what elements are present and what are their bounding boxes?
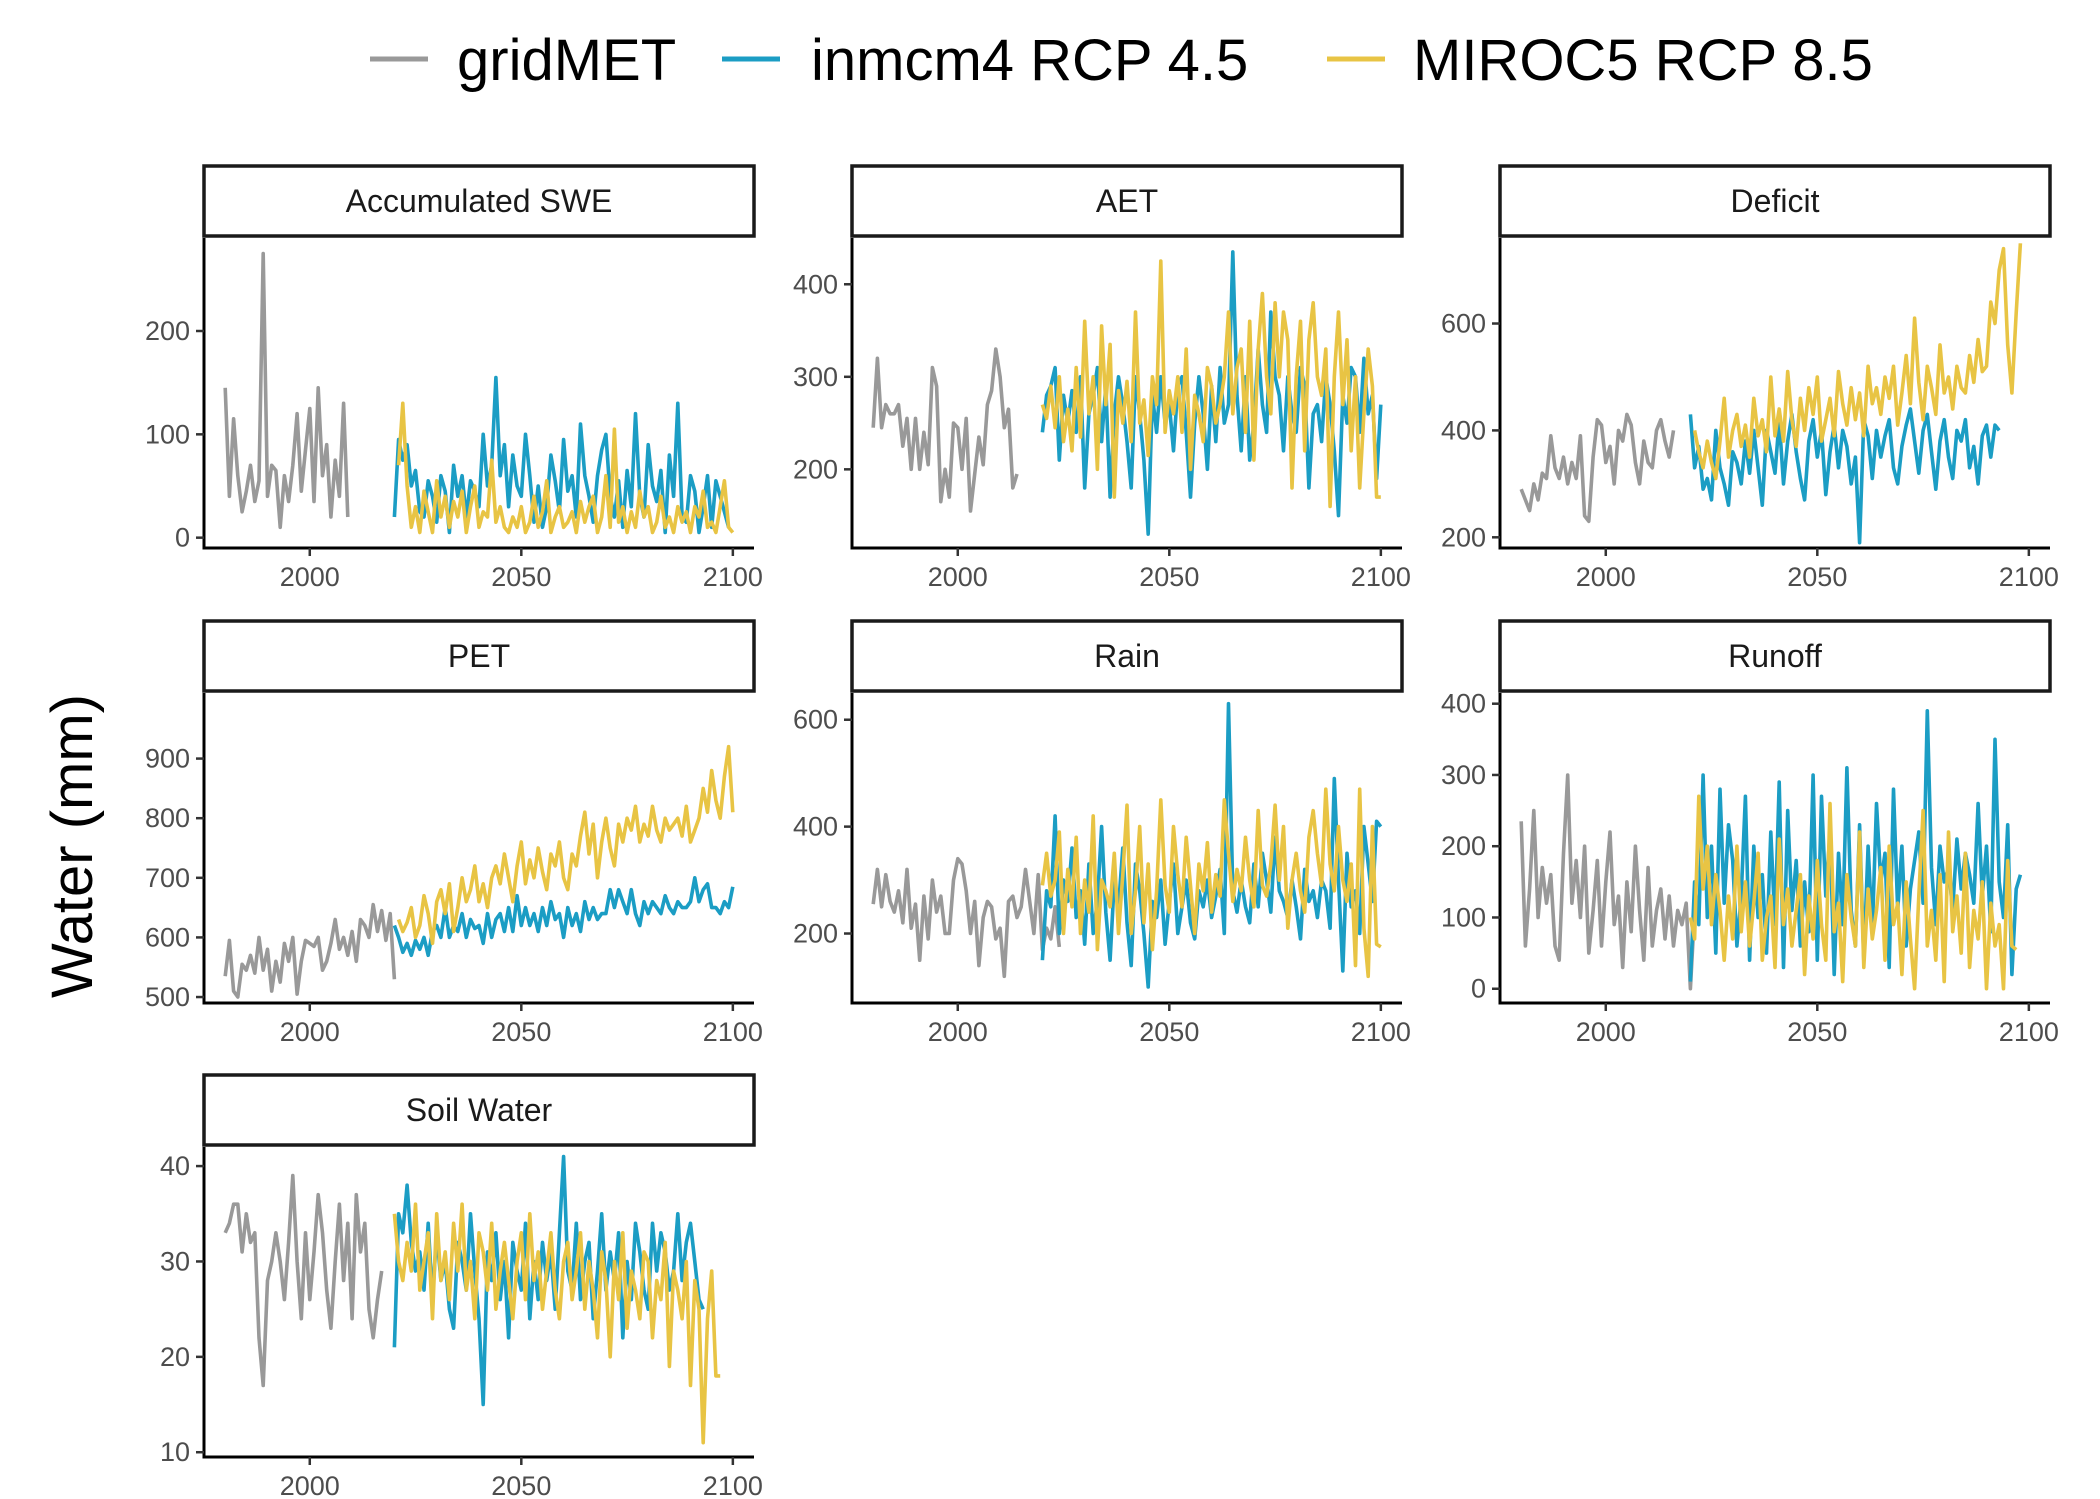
legend-label-2: MIROC5 RCP 8.5 [1413,28,1873,93]
x-tick-label: 2100 [1351,1017,1411,1047]
panel-aet: AET 200 300 400 2000 2050 2100 [793,164,1411,592]
series-line-inmcm4-rcp-4-5 [392,875,735,958]
strip-title: Runoff [1728,638,1822,674]
strip-title: Rain [1094,638,1160,674]
y-tick-label: 0 [1471,974,1486,1004]
legend-label-0: gridMET [457,28,676,93]
y-tick-label: 500 [145,982,190,1012]
series-line-miroc5-rcp-8-5 [392,1202,721,1445]
strip-title: AET [1096,183,1158,219]
legend-label-1: inmcm4 RCP 4.5 [811,28,1248,93]
x-tick-label: 2050 [1139,562,1199,592]
y-tick-label: 100 [1441,902,1486,932]
strip-title: Soil Water [406,1092,553,1128]
strip-box [1498,164,2052,238]
y-tick-label: 400 [1441,415,1486,445]
panel-accumulated-swe: Accumulated SWE 0 100 200 2000 2050 2100 [145,164,763,592]
series-line-miroc5-rcp-8-5 [1040,787,1382,979]
strip-box [202,164,756,238]
x-tick-label: 2050 [1139,1017,1199,1047]
strip-box [1498,619,2052,693]
series-line-gridmet [223,1173,384,1388]
y-tick-label: 400 [793,269,838,299]
x-tick-label: 2000 [280,1471,340,1499]
strip-box [202,1073,756,1147]
x-tick-label: 2100 [703,1471,763,1499]
series-line-miroc5-rcp-8-5 [1692,243,2023,481]
strip-title: Accumulated SWE [346,183,613,219]
y-tick-label: 800 [145,803,190,833]
y-tick-label: 600 [793,705,838,735]
y-tick-label: 400 [793,812,838,842]
x-tick-label: 2100 [1351,562,1411,592]
strip-box [850,164,1404,238]
series-line-gridmet [223,251,350,530]
x-tick-label: 2100 [1999,1017,2059,1047]
strip-box [202,619,756,693]
y-tick-label: 200 [793,919,838,949]
x-tick-label: 2050 [491,1471,551,1499]
series-line-miroc5-rcp-8-5 [1688,794,2018,991]
y-tick-label: 200 [1441,522,1486,552]
x-tick-label: 2050 [1787,1017,1847,1047]
panel-deficit: Deficit 200 400 600 2000 2050 2100 [1441,164,2059,592]
series-line-gridmet [1519,412,1676,524]
x-tick-label: 2100 [703,562,763,592]
y-tick-label: 10 [160,1437,190,1467]
series-line-gridmet [1519,773,1697,991]
series-line-miroc5-rcp-8-5 [1040,259,1381,509]
y-tick-label: 200 [793,454,838,484]
strip-title: Deficit [1731,183,1820,219]
y-tick-label: 900 [145,744,190,774]
x-tick-label: 2000 [280,562,340,592]
y-tick-label: 300 [1441,760,1486,790]
series-line-gridmet [871,347,1019,513]
x-tick-label: 2050 [491,1017,551,1047]
series-line-inmcm4-rcp-4-5 [1688,407,2001,545]
y-tick-label: 20 [160,1342,190,1372]
legend: gridMET inmcm4 RCP 4.5 MIROC5 RCP 8.5 [370,28,1873,93]
series-line-gridmet [223,902,397,999]
series-line-inmcm4-rcp-4-5 [1040,701,1383,989]
strip-box [850,619,1404,693]
y-tick-label: 100 [145,419,190,449]
y-tick-label: 300 [793,362,838,392]
series-line-miroc5-rcp-8-5 [396,744,735,946]
y-tick-label: 400 [1441,689,1486,719]
x-tick-label: 2000 [928,562,988,592]
x-tick-label: 2050 [1787,562,1847,592]
x-tick-label: 2000 [1576,1017,1636,1047]
y-tick-label: 700 [145,863,190,893]
y-tick-label: 40 [160,1151,190,1181]
panel-soil-water: Soil Water 10 20 30 40 2000 2050 2100 [160,1073,763,1499]
x-tick-label: 2000 [928,1017,988,1047]
series-line-miroc5-rcp-8-5 [396,401,735,535]
x-tick-label: 2000 [280,1017,340,1047]
y-tick-label: 200 [1441,831,1486,861]
panel-runoff: Runoff 0 100 200 300 400 2000 2050 2100 [1441,619,2059,1047]
panel-pet: PET 500 600 700 800 900 2000 2050 2100 [145,619,763,1047]
y-tick-label: 30 [160,1246,190,1276]
strip-title: PET [448,638,510,674]
x-tick-label: 2000 [1576,562,1636,592]
x-tick-label: 2100 [1999,562,2059,592]
y-tick-label: 0 [175,523,190,553]
y-tick-label: 200 [145,316,190,346]
panel-rain: Rain 200 400 600 2000 2050 2100 [793,619,1411,1047]
y-tick-label: 600 [145,922,190,952]
y-axis-title: Water (mm) [40,694,105,998]
series-line-gridmet [871,856,1062,979]
y-tick-label: 600 [1441,309,1486,339]
x-tick-label: 2050 [491,562,551,592]
x-tick-label: 2100 [703,1017,763,1047]
